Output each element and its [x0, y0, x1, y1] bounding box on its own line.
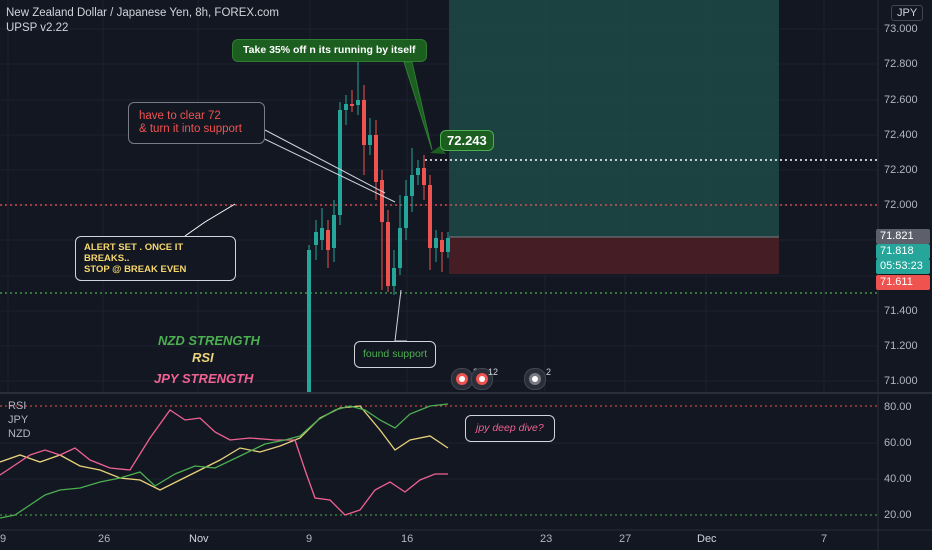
- candle-body: [307, 250, 311, 392]
- time-tick-7: 7: [821, 533, 828, 545]
- alert-callout-line2: STOP @ BREAK EVEN: [84, 264, 187, 275]
- price-tick-72600: 72.600: [884, 94, 918, 106]
- price-tick-71200: 71.200: [884, 340, 918, 352]
- time-tick-dec: Dec: [697, 533, 717, 545]
- price-tag-countdown: 05:53:23: [876, 259, 930, 274]
- target-price-label[interactable]: 72.243: [440, 130, 494, 151]
- candle-body: [422, 168, 426, 185]
- event-badge-2[interactable]: 12: [471, 367, 498, 390]
- event-badge-count: 2: [545, 367, 551, 377]
- flag-icon: [529, 373, 541, 385]
- support-callout[interactable]: found support: [354, 341, 437, 368]
- candle-body: [368, 135, 372, 145]
- candle-body: [410, 175, 414, 196]
- time-tick-23: 23: [540, 533, 553, 545]
- alert-callout[interactable]: ALERT SET . ONCE IT BREAKS.. STOP @ BREA…: [75, 236, 236, 281]
- candle-body: [338, 110, 342, 215]
- time-tick-27: 27: [619, 533, 632, 545]
- candle-body: [404, 196, 408, 228]
- resistance-callout-line2: & turn it into support: [139, 123, 242, 135]
- candle-body: [350, 104, 354, 106]
- candle-body: [332, 215, 336, 248]
- time-tick-nov9: 9: [306, 533, 313, 545]
- candle-body: [416, 168, 420, 175]
- candle-body: [326, 230, 330, 250]
- pane-legend-rsi[interactable]: RSI: [8, 400, 27, 412]
- indicator-name[interactable]: UPSP v2.22: [6, 22, 69, 34]
- candle-body: [344, 104, 348, 110]
- price-tag-last: 71.818: [876, 244, 930, 259]
- candle-body: [362, 100, 366, 145]
- rsi-tick-40: 40.00: [884, 473, 912, 485]
- price-tag-entry: 71.821: [876, 229, 930, 244]
- resistance-callout-line1: have to clear 72: [139, 110, 221, 122]
- candle-body: [314, 232, 318, 245]
- candles: [307, 62, 450, 395]
- jpy-strength-label: JPY STRENGTH: [154, 371, 254, 386]
- candle-body: [398, 228, 402, 268]
- time-tick-nov: Nov: [189, 533, 209, 545]
- nzd-line: [0, 403, 449, 519]
- currency-badge[interactable]: JPY: [891, 5, 924, 21]
- pane-legend-nzd[interactable]: NZD: [8, 428, 31, 440]
- resistance-callout[interactable]: have to clear 72 & turn it into support: [128, 102, 265, 144]
- pane-legend-jpy[interactable]: JPY: [8, 414, 29, 426]
- jpy-line: [0, 409, 448, 516]
- price-tick-72400: 72.400: [884, 129, 918, 141]
- profit-zone: [449, 0, 779, 237]
- candle-body: [434, 238, 438, 248]
- nzd-strength-label: NZD STRENGTH: [158, 333, 260, 348]
- candle-body: [392, 268, 396, 286]
- price-tick-72800: 72.800: [884, 58, 918, 70]
- event-badge-1[interactable]: 3: [451, 367, 478, 390]
- time-tick-26: 26: [98, 533, 111, 545]
- chart-title: New Zealand Dollar / Japanese Yen, 8h, F…: [6, 7, 279, 19]
- candle-body: [386, 222, 390, 286]
- loss-zone: [449, 237, 779, 274]
- candle-body: [320, 228, 324, 240]
- time-tick-16: 16: [401, 533, 414, 545]
- event-badge-count: 12: [487, 367, 498, 377]
- candle-body: [374, 135, 378, 182]
- rsi-label: RSI: [192, 350, 214, 365]
- flag-icon: [456, 373, 468, 385]
- rsi-tick-80: 80.00: [884, 401, 912, 413]
- alert-callout-line1: ALERT SET . ONCE IT BREAKS..: [84, 242, 184, 264]
- price-tick-71400: 71.400: [884, 305, 918, 317]
- price-tag-stop: 71.611: [876, 275, 930, 290]
- jpy-dive-callout[interactable]: jpy deep dive?: [465, 415, 555, 442]
- candle-body: [380, 180, 384, 222]
- price-tick-71000: 71.000: [884, 375, 918, 387]
- take-profit-callout[interactable]: Take 35% off n its running by itself: [232, 39, 427, 62]
- candle-body: [356, 100, 360, 105]
- event-badge-3[interactable]: 2: [524, 367, 551, 390]
- candle-body: [446, 238, 450, 252]
- flag-icon: [476, 373, 488, 385]
- rsi-line: [0, 405, 449, 491]
- rsi-tick-20: 20.00: [884, 509, 912, 521]
- price-tick-72000: 72.000: [884, 199, 918, 211]
- price-tick-73000: 73.000: [884, 23, 918, 35]
- candle-body: [440, 240, 444, 252]
- rsi-tick-60: 60.00: [884, 437, 912, 449]
- price-tick-72200: 72.200: [884, 164, 918, 176]
- candle-body: [428, 185, 432, 248]
- time-tick-oct9: 9: [0, 533, 7, 545]
